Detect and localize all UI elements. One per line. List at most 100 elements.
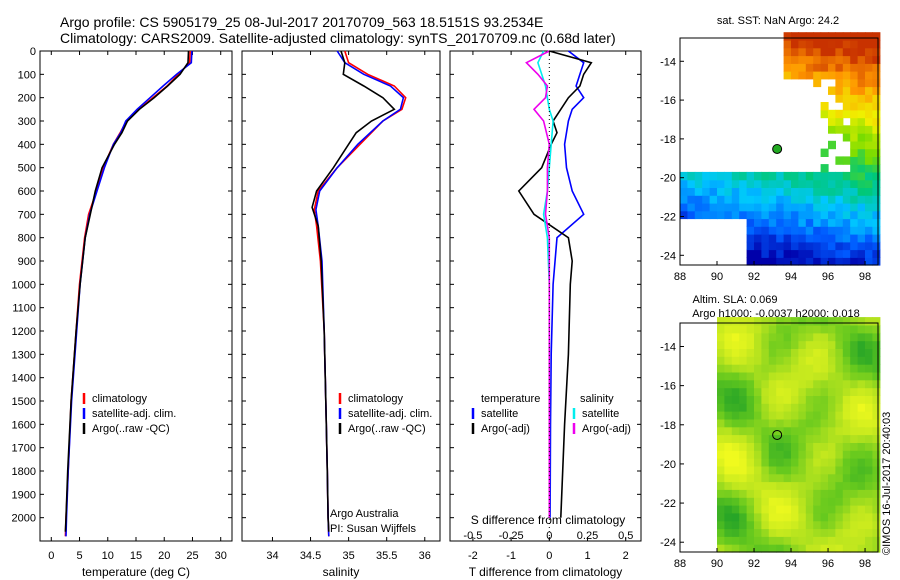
map-cell <box>746 332 755 342</box>
depth-tick-label: 400 <box>18 139 36 151</box>
temperature-xlabel: temperature (deg C) <box>82 565 190 579</box>
map-cell <box>731 332 740 342</box>
map-cell <box>798 387 807 396</box>
map-cell <box>746 325 755 334</box>
map-cell <box>865 418 873 428</box>
map-cell <box>842 371 851 381</box>
map-cell <box>791 364 799 373</box>
map-cell <box>791 505 799 514</box>
difference-xlabel: T difference from climatology <box>469 565 623 579</box>
map-cell <box>805 379 814 389</box>
map-cell <box>754 257 762 266</box>
map-cell <box>731 505 740 514</box>
map-ytick-label: -20 <box>660 173 676 185</box>
map-cell <box>754 395 762 404</box>
map-cell <box>761 195 770 204</box>
map-cell <box>746 257 755 266</box>
map-cell <box>731 411 740 420</box>
map-ytick-label: -20 <box>660 459 676 471</box>
map-cell <box>828 403 836 412</box>
map-cell <box>731 202 740 212</box>
map-cell <box>828 536 836 545</box>
map-cell <box>768 434 777 443</box>
map-cell <box>731 536 740 545</box>
map-cell <box>768 179 777 188</box>
map-cell <box>798 403 807 412</box>
difference-top-tick-label: 0 <box>546 530 552 542</box>
map-cell <box>731 544 740 553</box>
map-cell <box>872 364 881 373</box>
map-cell <box>768 187 777 196</box>
temperature-xtick-label: 15 <box>130 550 142 562</box>
map-cell <box>857 117 866 126</box>
map-cell <box>805 234 814 243</box>
map-cell <box>739 332 748 342</box>
map-cell <box>798 226 807 235</box>
depth-tick-label: 1900 <box>12 489 36 501</box>
map-cell <box>746 465 755 475</box>
map-cell <box>768 411 777 420</box>
map-cell <box>865 140 873 150</box>
map-cell <box>746 426 755 436</box>
map-cell <box>842 71 851 80</box>
map-cell <box>813 325 822 334</box>
map-cell <box>842 536 851 545</box>
depth-tick-label: 2000 <box>12 513 36 525</box>
map-cell <box>776 325 785 334</box>
map-cell <box>865 489 873 498</box>
map-cell <box>754 332 762 342</box>
map-cell <box>835 418 844 428</box>
map-cell <box>746 520 755 530</box>
map-cell <box>842 434 851 443</box>
map-cell <box>828 325 836 334</box>
map-cell <box>835 505 844 514</box>
salinity-xtick-label: 34 <box>266 550 278 562</box>
map-cell <box>805 171 814 181</box>
map-cell <box>776 226 785 235</box>
map-cell <box>798 426 807 436</box>
map-cell <box>694 171 703 181</box>
map-cell <box>798 195 807 204</box>
map-cell <box>754 481 762 490</box>
map-cell <box>739 179 748 188</box>
map-cell <box>865 164 873 173</box>
map-cell <box>739 403 748 412</box>
map-cell <box>842 497 851 506</box>
map-cell <box>776 257 785 266</box>
map-cell <box>687 171 696 181</box>
map-cell <box>857 39 866 49</box>
map-cell <box>865 32 873 41</box>
map-cell <box>805 210 814 220</box>
map-cell <box>850 434 859 443</box>
map-cell <box>739 418 748 428</box>
map-cell <box>865 210 873 220</box>
map-cell <box>865 465 873 475</box>
map-cell <box>768 473 777 483</box>
map-cell <box>828 356 836 365</box>
map-cell <box>865 442 873 451</box>
map-cell <box>872 403 881 412</box>
sla-map-cells <box>717 317 881 553</box>
map-cell <box>828 528 836 537</box>
temperature-xtick-label: 25 <box>186 550 198 562</box>
map-cell <box>761 505 770 514</box>
map-cell <box>717 434 725 443</box>
map-cell <box>857 86 866 95</box>
map-cell <box>768 481 777 490</box>
map-cell <box>746 450 755 459</box>
map-cell <box>813 340 822 349</box>
map-cell <box>842 465 851 475</box>
map-cell <box>805 371 814 381</box>
map-cell <box>754 371 762 381</box>
map-cell <box>857 133 866 142</box>
map-cell <box>805 340 814 349</box>
map-cell <box>791 340 799 349</box>
map-cell <box>687 202 696 212</box>
map-cell <box>857 32 866 41</box>
map-cell <box>805 179 814 188</box>
depth-tick-label: 500 <box>18 163 36 175</box>
depth-tick-label: 900 <box>18 256 36 268</box>
map-cell <box>865 133 873 142</box>
map-cell <box>739 426 748 436</box>
map-cell <box>865 317 873 326</box>
